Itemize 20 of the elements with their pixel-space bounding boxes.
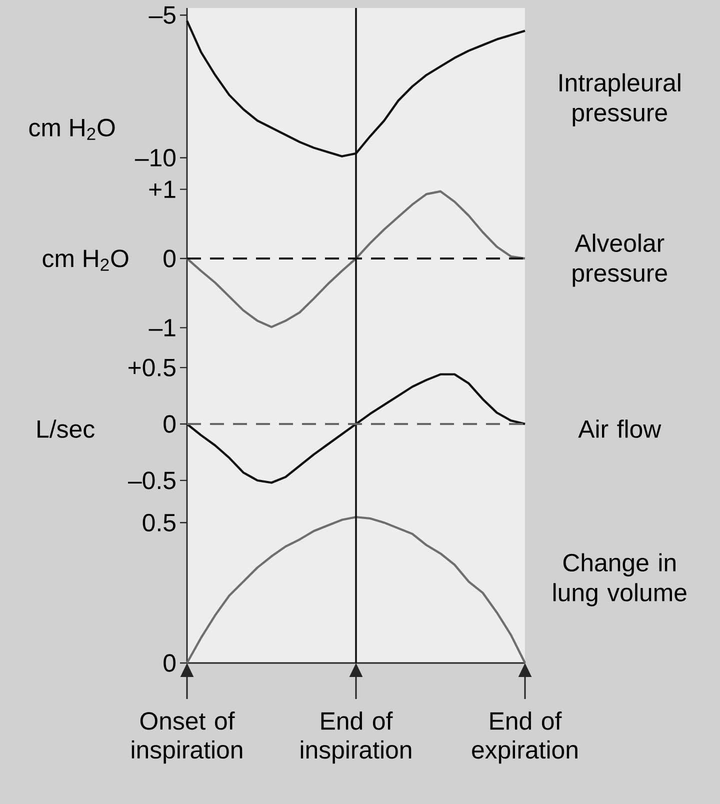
y-tick-label: 0 xyxy=(164,415,176,433)
y-axis-title: L/sec xyxy=(38,420,94,438)
text: Change in lung volume xyxy=(553,553,686,606)
x-tick-label: End of inspiration xyxy=(300,712,412,764)
y-tick-label: –1 xyxy=(148,319,176,336)
y-tick-label: 0 xyxy=(164,654,176,672)
y-tick-label: –10 xyxy=(134,148,176,167)
series-label: Alveolar pressure xyxy=(572,234,667,287)
x-tick-label: End of expiration xyxy=(472,712,578,764)
y-tick-label: +1 xyxy=(149,180,176,198)
y-axis-title: cm H$_{2}$O xyxy=(42,250,128,271)
y-tick-label: –5 xyxy=(148,6,176,24)
y-tick-label: –0.5 xyxy=(128,472,176,490)
y-axis-title: cm H$_{2}$O xyxy=(29,118,115,140)
y-tick-label: 0.5 xyxy=(142,514,176,532)
y-tick-label: +0.5 xyxy=(128,358,176,376)
y-tick-label: 0 xyxy=(164,250,176,268)
x-tick-label: Onset of inspiration xyxy=(132,712,242,764)
text: Intrapleural pressure xyxy=(560,73,680,126)
text: Air flow xyxy=(578,420,662,438)
